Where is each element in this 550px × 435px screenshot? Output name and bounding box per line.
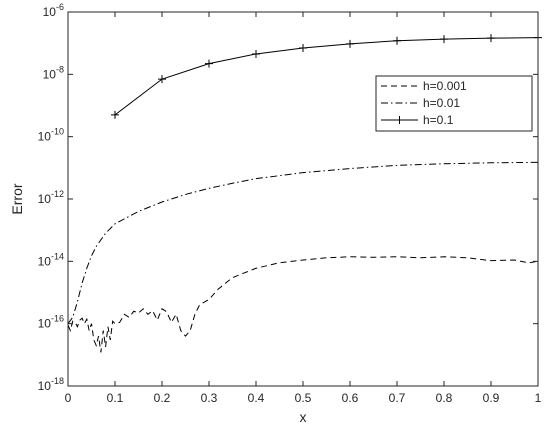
series-layer — [67, 33, 542, 353]
series-point-h=0.1 — [440, 35, 448, 44]
x-tick-label: 0.6 — [342, 391, 359, 405]
x-tick-label: 0.3 — [201, 391, 218, 405]
y-tick-base: 10 — [38, 254, 52, 268]
plot-background — [68, 12, 538, 386]
series-point-h=0.1 — [158, 75, 166, 84]
legend-items: h=0.001 h=0.01 h=0.1 — [381, 79, 467, 127]
legend: h=0.001 h=0.01 h=0.1 — [375, 75, 533, 132]
y-tick-label: 10-18 — [38, 376, 64, 393]
y-tick-exponent: -16 — [51, 314, 64, 324]
x-tick-label: 0.2 — [154, 391, 171, 405]
y-tick-exponent: -10 — [51, 127, 64, 137]
plot-area: 0 0.1 0.2 0.3 0.4 0.5 0.6 0.7 0.8 0.9 110-1810-161… — [38, 2, 542, 405]
series-point-h=0.1 — [252, 49, 260, 58]
y-tick-base: 10 — [43, 5, 57, 19]
y-tick-exponent: -8 — [56, 64, 64, 74]
series-point-h=0.1 — [111, 110, 119, 119]
x-tick-label: 0.9 — [483, 391, 500, 405]
legend-label: h=0.1 — [423, 113, 454, 127]
x-tick-label: 1 — [535, 391, 542, 405]
y-tick-label: 10-12 — [38, 189, 64, 206]
y-tick-label: 10-10 — [38, 127, 64, 144]
x-tick-label: 0.7 — [389, 391, 406, 405]
y-tick-base: 10 — [38, 130, 52, 144]
x-tick-label: 0.1 — [107, 391, 124, 405]
y-tick-exponent: -6 — [56, 2, 64, 12]
y-tick-base: 10 — [43, 67, 57, 81]
x-axis-label: x — [300, 409, 307, 425]
y-tick-exponent: -12 — [51, 189, 64, 199]
y-tick-label: 10-8 — [43, 64, 64, 81]
x-tick-label: 0.4 — [248, 391, 265, 405]
tick-layer: 0 0.1 0.2 0.3 0.4 0.5 0.6 0.7 0.8 0.9 110-1810-161… — [38, 2, 542, 405]
legend-marker-h=0.1 — [395, 116, 404, 124]
series-point-h=0.1 — [346, 39, 354, 48]
series-line-h=0.001 — [67, 256, 539, 353]
series-point-h=0.1 — [299, 43, 307, 52]
series-point-h=0.1 — [487, 34, 495, 43]
legend-label: h=0.01 — [423, 96, 460, 110]
y-tick-label: 10-6 — [43, 2, 64, 19]
x-tick-label: 0.8 — [436, 391, 453, 405]
y-tick-exponent: -18 — [51, 376, 64, 386]
y-tick-label: 10-14 — [38, 251, 64, 268]
y-axis-label: Error — [9, 183, 25, 214]
series-line-h=0.1 — [114, 37, 539, 116]
series-line-h=0.01 — [67, 161, 539, 324]
series-point-h=0.1 — [205, 59, 213, 68]
y-tick-base: 10 — [38, 379, 52, 393]
legend-label: h=0.001 — [423, 79, 467, 93]
x-tick-label: 0.5 — [295, 391, 312, 405]
y-tick-exponent: -14 — [51, 251, 64, 261]
y-tick-base: 10 — [38, 317, 52, 331]
x-tick-label: 0 — [65, 391, 72, 405]
y-tick-label: 10-16 — [38, 314, 64, 331]
y-tick-base: 10 — [38, 192, 52, 206]
series-point-h=0.1 — [393, 36, 401, 45]
